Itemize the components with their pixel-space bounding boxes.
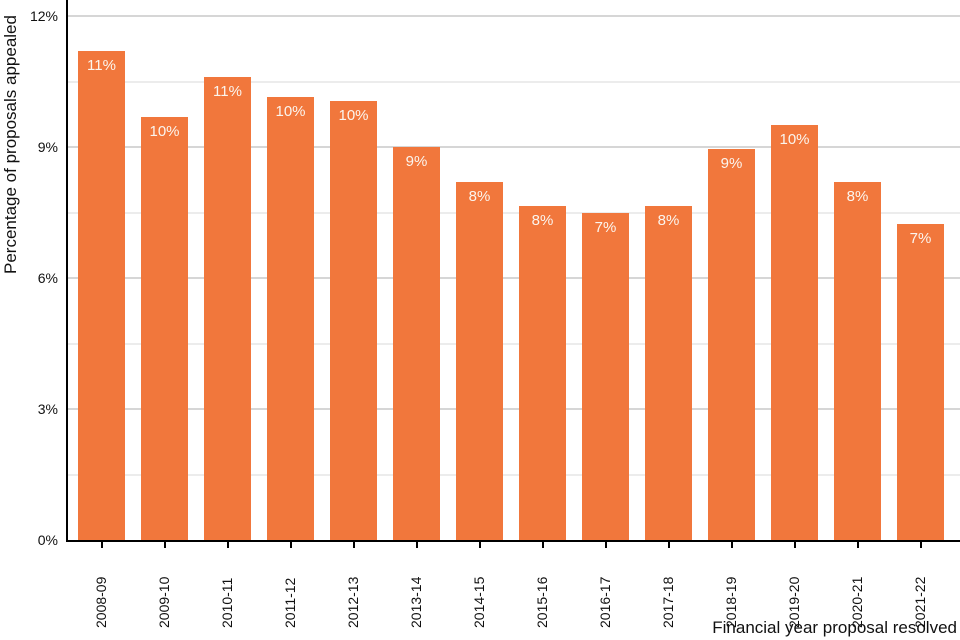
x-tick-mark xyxy=(226,542,229,548)
bar-value-label: 10% xyxy=(275,102,306,120)
x-tick-mark xyxy=(478,542,481,548)
bar-2021-22: 7% xyxy=(897,223,944,540)
x-tick-label: 2019-20 xyxy=(785,576,802,628)
x-tick-label: 2021-22 xyxy=(911,576,928,628)
x-tick-mark xyxy=(541,542,544,548)
y-tick-label: 9% xyxy=(37,139,58,156)
x-tick-label: 2010-11 xyxy=(218,577,235,628)
x-tick-mark xyxy=(415,542,418,548)
x-tick-label: 2011-12 xyxy=(281,577,298,628)
minor-gridline xyxy=(68,473,960,476)
y-tick-label: 3% xyxy=(37,401,58,418)
x-tick-mark xyxy=(604,542,607,548)
x-tick-label: 2014-15 xyxy=(470,576,487,628)
bar-value-label: 8% xyxy=(531,212,554,230)
bar-2014-15: 8% xyxy=(456,182,503,540)
x-tick-mark xyxy=(163,542,166,548)
bar-2011-12: 10% xyxy=(267,96,314,540)
x-axis-title: Financial year proposal resolved xyxy=(712,618,957,637)
bar-2020-21: 8% xyxy=(834,182,881,540)
bar-2016-17: 7% xyxy=(582,212,629,540)
x-tick-label: 2008-09 xyxy=(92,576,109,628)
x-tick-mark xyxy=(667,542,670,548)
y-tick-label: 6% xyxy=(37,270,58,287)
minor-gridline xyxy=(68,80,960,83)
bar-2010-11: 11% xyxy=(204,77,251,540)
x-tick-mark xyxy=(100,542,103,548)
bar-value-label: 10% xyxy=(338,107,369,125)
major-gridline xyxy=(68,15,960,18)
x-tick-label: 2012-13 xyxy=(344,576,361,628)
bar-2013-14: 9% xyxy=(393,147,440,540)
x-tick-label: 2015-16 xyxy=(533,576,550,628)
x-tick-mark xyxy=(856,542,859,548)
bar-value-label: 10% xyxy=(779,131,810,149)
bar-2018-19: 9% xyxy=(708,149,755,540)
x-tick-label: 2016-17 xyxy=(596,576,613,628)
bar-value-label: 9% xyxy=(405,153,428,171)
y-axis-tick-labels: 0% 3% 6% 9% 12% xyxy=(0,0,58,548)
y-tick-label: 0% xyxy=(37,532,58,548)
bar-2015-16: 8% xyxy=(519,206,566,540)
bar-value-label: 11% xyxy=(87,57,116,75)
bar-2008-09: 11% xyxy=(78,51,125,540)
bar-2012-13: 10% xyxy=(330,101,377,540)
bar-value-label: 7% xyxy=(909,229,932,247)
y-tick-label: 12% xyxy=(29,8,58,25)
major-gridline xyxy=(68,277,960,280)
bar-value-label: 8% xyxy=(846,188,869,206)
bar-value-label: 8% xyxy=(657,212,680,230)
bar-value-label: 11% xyxy=(213,83,242,101)
plot-area: 11% 10% 11% 10% 10% 9% 8% 8% 7% 8% 9% 10% 8% 7% xyxy=(66,0,960,542)
x-tick-mark xyxy=(793,542,796,548)
x-tick-label: 2018-19 xyxy=(722,576,739,628)
minor-gridline xyxy=(68,342,960,345)
bar-value-label: 9% xyxy=(720,155,743,173)
minor-gridline xyxy=(68,211,960,214)
bar-2009-10: 10% xyxy=(141,116,188,540)
x-tick-label: 2020-21 xyxy=(848,576,865,628)
major-gridline xyxy=(68,146,960,149)
bar-value-label: 7% xyxy=(594,218,617,236)
x-tick-label: 2009-10 xyxy=(155,576,172,628)
bar-2017-18: 8% xyxy=(645,206,692,540)
bar-value-label: 8% xyxy=(468,188,491,206)
bar-2019-20: 10% xyxy=(771,125,818,540)
x-tick-mark xyxy=(289,542,292,548)
x-tick-label: 2013-14 xyxy=(407,576,424,628)
x-tick-mark xyxy=(919,542,922,548)
bar-value-label: 10% xyxy=(149,122,180,140)
x-tick-label: 2017-18 xyxy=(659,576,676,628)
x-tick-mark xyxy=(730,542,733,548)
x-tick-mark xyxy=(352,542,355,548)
major-gridline xyxy=(68,408,960,411)
